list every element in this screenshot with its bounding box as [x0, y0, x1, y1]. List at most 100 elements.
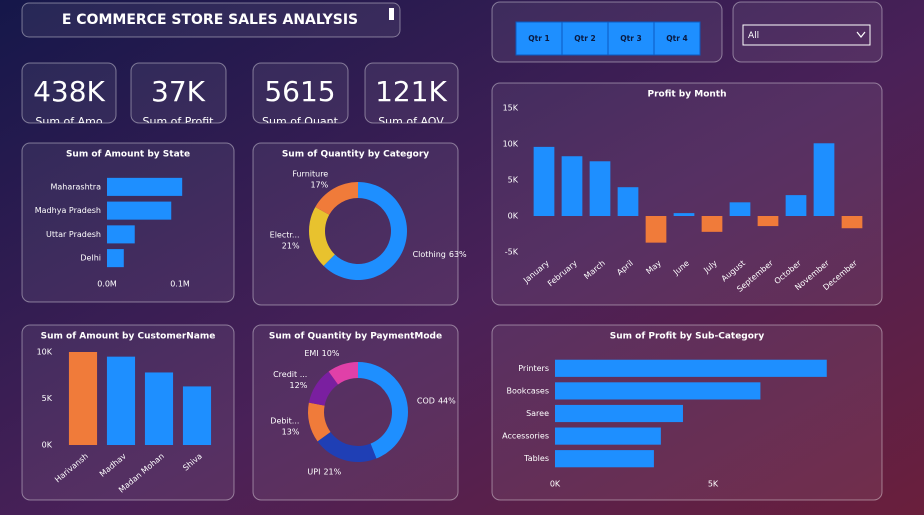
quarter-buttons: Qtr 1 Qtr 2 Qtr 3 Qtr 4 — [515, 21, 701, 56]
y-tick-label: 10K — [37, 348, 53, 357]
slice-label: COD 44% — [417, 396, 456, 405]
kpi-value: 37K — [151, 75, 206, 108]
donut-slice — [317, 431, 377, 462]
slice-label: UPI 21% — [307, 467, 341, 476]
donut-slice — [315, 182, 358, 215]
quarter-button[interactable] — [607, 21, 655, 56]
donut-slice — [358, 362, 408, 459]
kpi-value: 438K — [33, 75, 105, 108]
bar — [561, 156, 583, 216]
kpi-card — [364, 62, 459, 124]
slice-label: Credit ... 12% — [273, 369, 308, 389]
chart-title: Profit by Month — [647, 90, 726, 100]
donut-slice — [328, 362, 358, 385]
x-tick-label: 0.1M — [170, 280, 190, 289]
bar — [68, 352, 98, 445]
title-icon — [389, 8, 394, 20]
bar — [144, 372, 174, 445]
bar — [555, 427, 661, 445]
y-tick-label: 15K — [503, 104, 519, 113]
slice-name: UPI — [307, 467, 320, 476]
bar — [555, 404, 683, 423]
y-tick-label: Madhya Pradesh — [35, 206, 101, 215]
bar — [555, 382, 761, 400]
kpi-cards: 438K 37K 5615 121K Sum of Amo Sum of Pro… — [21, 62, 459, 128]
bar — [107, 249, 124, 268]
chart-panel — [491, 324, 883, 501]
slice-value: 21% — [282, 241, 300, 250]
slice-label: EMI 10% — [304, 349, 340, 358]
chart-panel — [252, 324, 459, 501]
kpi-label: Sum of Amo — [35, 115, 103, 128]
chart-panel — [252, 142, 459, 306]
x-tick-label: 0K — [550, 480, 561, 489]
quarter-button[interactable] — [561, 21, 609, 56]
slice-value: 13% — [282, 427, 300, 436]
bar — [107, 201, 172, 220]
y-tick-label: Uttar Pradesh — [46, 230, 101, 239]
chart-panel — [491, 82, 883, 306]
dropdown[interactable] — [742, 24, 871, 46]
chart-title: Sum of Quantity by PaymentMode — [269, 332, 442, 342]
quarter-label: Qtr 1 — [528, 34, 550, 43]
quarter-button[interactable] — [653, 21, 701, 56]
bar — [785, 195, 807, 216]
y-tick-label: Maharashtra — [50, 182, 101, 191]
kpi-label: Sum of Quant — [262, 115, 339, 128]
kpi-label: Sum of Profit — [143, 115, 215, 128]
slice-value: 44% — [438, 396, 456, 405]
slice-value: 63% — [449, 250, 467, 259]
bar — [106, 356, 136, 445]
y-tick-label: Accessories — [502, 432, 549, 441]
slice-label: Clothing 63% — [413, 250, 467, 259]
month-slicer — [732, 1, 883, 63]
quarter-label: Qtr 3 — [620, 34, 642, 43]
donut-slice — [308, 402, 331, 442]
y-tick-label: 0K — [508, 212, 519, 221]
chart-title: Sum of Profit by Sub-Category — [610, 332, 765, 342]
quarter-label: Qtr 4 — [666, 34, 688, 43]
kpi-label: Sum of AOV — [378, 115, 444, 128]
slice-name: COD — [417, 396, 435, 405]
y-tick-label: Tables — [523, 454, 549, 463]
x-tick-label: 0.0M — [97, 280, 117, 289]
dropdown-value: All — [748, 31, 759, 41]
bar — [107, 225, 135, 244]
y-tick-label: -5K — [505, 248, 519, 257]
bar — [813, 143, 835, 216]
bar — [533, 146, 555, 216]
chart-panel — [21, 142, 235, 303]
y-tick-label: Delhi — [80, 254, 101, 263]
bar — [617, 187, 639, 216]
donut-slice — [308, 371, 339, 406]
slice-name: EMI — [304, 349, 318, 358]
title-box — [21, 2, 401, 38]
donut-slice — [309, 206, 335, 266]
chart-title: Sum of Amount by State — [66, 150, 190, 160]
donut-slice — [323, 182, 407, 280]
kpi-card — [130, 62, 227, 124]
slice-label: Furniture 17% — [292, 169, 328, 189]
y-tick-label: 10K — [503, 140, 519, 149]
slice-name: Furniture — [292, 169, 328, 178]
y-tick-label: 0K — [42, 441, 53, 450]
bar — [673, 213, 695, 216]
slice-value: 10% — [322, 349, 340, 358]
y-tick-label: Printers — [518, 364, 549, 373]
slice-name: Electr... — [270, 230, 300, 239]
bar — [757, 216, 779, 227]
y-tick-label: Bookcases — [507, 386, 549, 395]
slice-name: Credit ... — [273, 369, 307, 378]
bar — [107, 177, 183, 196]
page-title: E COMMERCE STORE SALES ANALYSIS — [62, 12, 358, 28]
y-tick-label: Saree — [526, 409, 549, 418]
dropdown-arrow — [856, 31, 866, 38]
bar — [589, 161, 611, 216]
bar — [182, 386, 212, 445]
bar — [555, 450, 654, 468]
quarter-label: Qtr 2 — [574, 34, 596, 43]
slice-label: Debit... 13% — [270, 416, 300, 436]
bar — [729, 202, 751, 216]
slice-label: Electr... 21% — [270, 230, 300, 250]
